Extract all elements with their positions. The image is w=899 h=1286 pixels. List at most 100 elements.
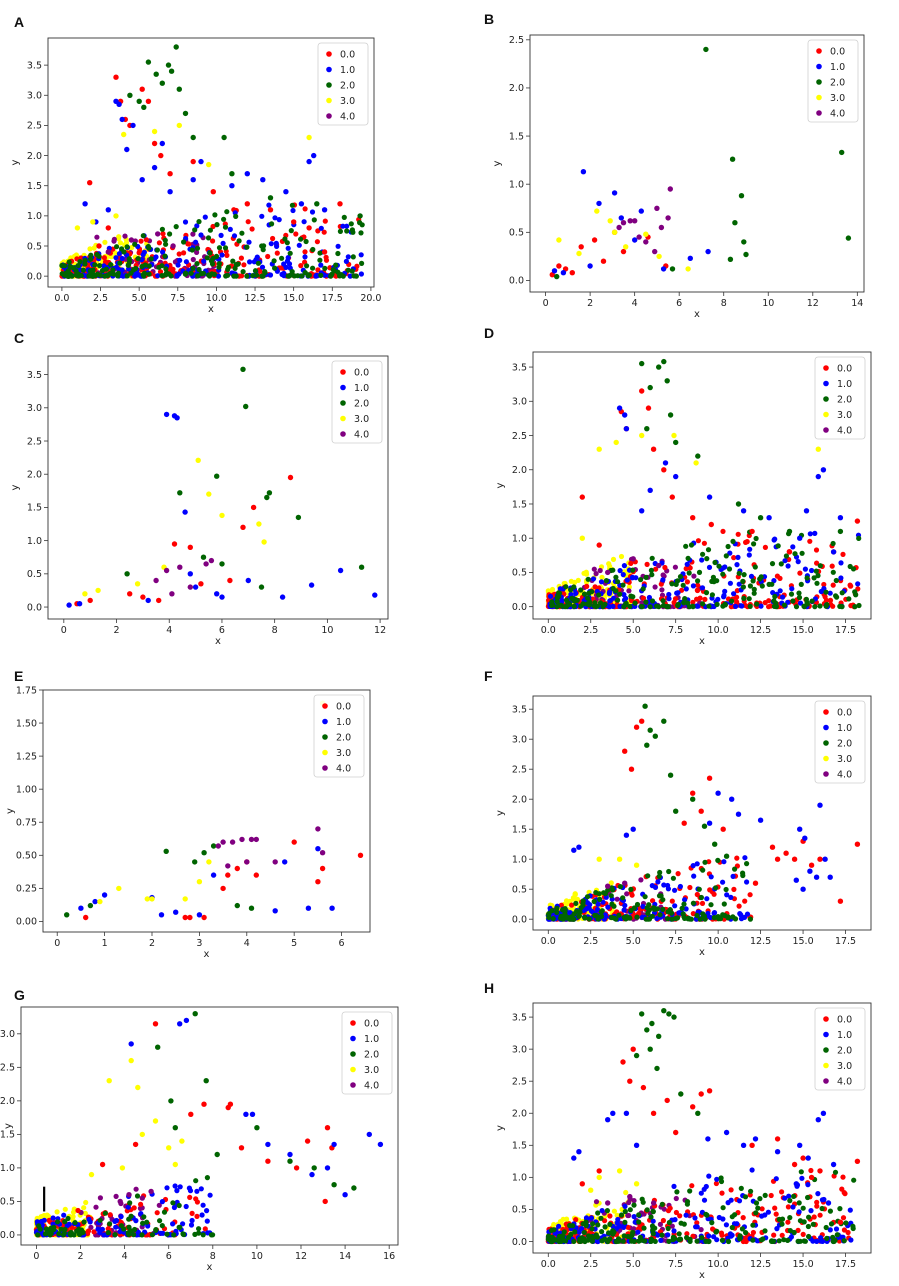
point-series-2-0 — [231, 273, 237, 279]
x-axis-label: x — [215, 636, 221, 647]
point-series-1-0 — [795, 559, 801, 565]
point-series-0-0 — [779, 1232, 785, 1238]
point-series-0-0 — [695, 582, 701, 588]
point-series-1-0 — [782, 558, 788, 564]
point-series-2-0 — [224, 209, 230, 215]
point-series-1-0 — [259, 213, 265, 219]
point-series-2-0 — [630, 567, 636, 573]
y-tick-label: 0.5 — [512, 885, 527, 896]
point-series-2-0 — [738, 193, 745, 199]
point-series-2-0 — [750, 1222, 756, 1228]
point-series-2-0 — [289, 202, 295, 208]
point-series-2-0 — [353, 273, 359, 279]
point-series-2-0 — [843, 1220, 849, 1226]
point-series-0-0 — [681, 820, 687, 826]
point-series-2-0 — [713, 885, 719, 891]
point-series-2-0 — [153, 71, 159, 77]
legend-marker — [326, 66, 332, 73]
point-series-0-0 — [664, 1097, 670, 1104]
point-series-2-0 — [595, 1210, 601, 1216]
point-series-1-0 — [622, 412, 628, 418]
axes-frame — [47, 37, 375, 288]
point-series-3-0 — [87, 246, 93, 252]
point-series-0-0 — [140, 594, 146, 600]
point-series-0-0 — [633, 724, 640, 730]
point-series-3-0 — [623, 1189, 629, 1196]
point-series-0-0 — [569, 270, 575, 276]
legend-entry-label: 4.0 — [837, 769, 852, 780]
point-series-1-0 — [618, 215, 624, 221]
point-series-0-0 — [817, 1212, 823, 1218]
y-tick-label: 3.0 — [512, 735, 527, 746]
legend-marker — [350, 1082, 356, 1088]
point-series-3-0 — [639, 432, 645, 439]
point-series-4-0 — [319, 850, 326, 856]
point-series-1-0 — [699, 585, 706, 591]
point-series-2-0 — [744, 861, 750, 867]
point-series-2-0 — [614, 1238, 620, 1244]
point-series-4-0 — [148, 1188, 154, 1195]
point-series-1-0 — [720, 1216, 726, 1222]
point-series-0-0 — [673, 1129, 679, 1136]
point-series-1-0 — [174, 1188, 180, 1194]
point-series-2-0 — [723, 886, 729, 893]
point-series-3-0 — [172, 1161, 178, 1168]
point-series-2-0 — [732, 916, 739, 922]
legend-entry-label: 1.0 — [830, 62, 845, 73]
axes-frame — [529, 34, 865, 293]
point-series-1-0 — [231, 233, 238, 239]
x-tick-label: 0 — [54, 938, 60, 949]
point-series-2-0 — [687, 1188, 693, 1194]
point-series-0-0 — [687, 565, 693, 571]
point-series-2-0 — [192, 1011, 198, 1017]
point-series-4-0 — [220, 839, 226, 845]
point-series-2-0 — [298, 236, 304, 242]
x-tick-label: 15.0 — [283, 293, 304, 304]
point-series-1-0 — [617, 568, 623, 574]
point-series-2-0 — [255, 260, 261, 266]
point-series-1-0 — [790, 544, 796, 550]
point-series-2-0 — [126, 1216, 132, 1222]
point-series-0-0 — [740, 1215, 746, 1221]
point-series-2-0 — [262, 270, 268, 276]
point-series-1-0 — [579, 1226, 585, 1232]
point-series-2-0 — [830, 569, 836, 575]
legend-box — [807, 39, 859, 123]
point-series-0-0 — [661, 467, 667, 473]
point-series-0-0 — [673, 1209, 680, 1216]
point-series-2-0 — [711, 915, 717, 921]
point-series-0-0 — [306, 225, 312, 231]
point-series-0-0 — [650, 446, 657, 452]
point-series-2-0 — [126, 1224, 132, 1230]
point-series-3-0 — [599, 574, 605, 581]
legend-marker — [340, 415, 346, 422]
point-series-1-0 — [183, 259, 189, 265]
point-series-2-0 — [750, 1237, 756, 1243]
point-series-1-0 — [580, 169, 587, 175]
point-series-1-0 — [190, 177, 196, 183]
point-series-2-0 — [162, 253, 168, 259]
point-series-2-0 — [37, 1226, 43, 1232]
point-series-3-0 — [618, 553, 625, 560]
x-tick-label: 8 — [210, 1251, 216, 1262]
legend: 0.01.02.03.04.0 — [313, 694, 365, 778]
point-series-1-0 — [616, 405, 623, 411]
point-series-0-0 — [800, 1155, 806, 1161]
point-series-2-0 — [823, 1224, 829, 1231]
point-series-3-0 — [90, 219, 96, 225]
point-series-2-0 — [709, 592, 716, 598]
point-series-2-0 — [153, 1227, 159, 1233]
point-series-2-0 — [212, 212, 218, 218]
y-axis-label: y — [495, 482, 506, 488]
point-series-2-0 — [657, 869, 663, 876]
point-series-2-0 — [167, 231, 173, 237]
point-series-0-0 — [749, 1142, 755, 1149]
point-series-1-0 — [722, 564, 728, 570]
point-series-2-0 — [819, 1205, 825, 1212]
point-series-1-0 — [309, 209, 316, 215]
y-tick-label: 1.00 — [16, 784, 37, 795]
point-series-1-0 — [201, 258, 207, 264]
point-series-2-0 — [644, 1027, 650, 1033]
point-series-3-0 — [608, 880, 614, 886]
